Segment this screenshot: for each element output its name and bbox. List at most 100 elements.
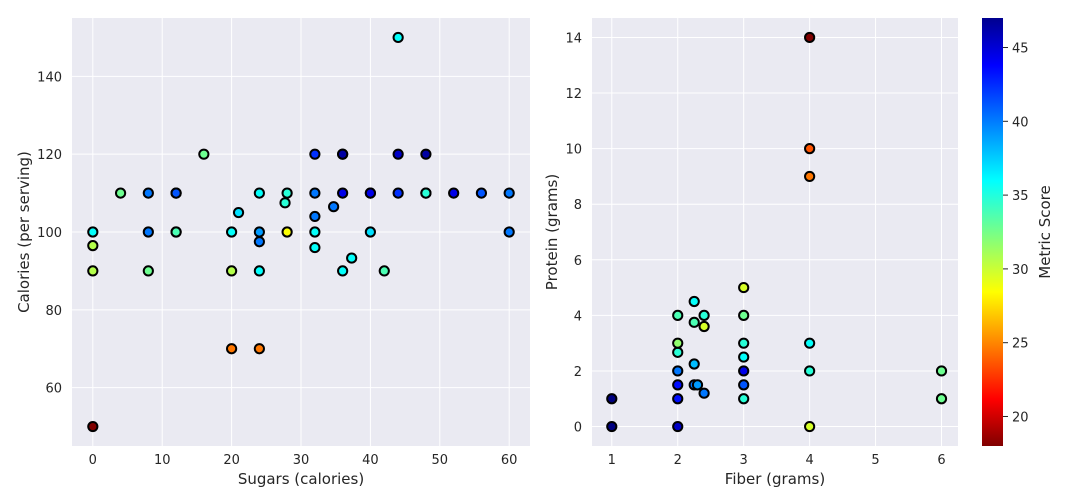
x-tick-labels: 1 2 3 4 5 6 <box>608 453 946 468</box>
y-tick-label: 60 <box>45 382 62 397</box>
colorbar-gradient <box>982 18 1003 446</box>
x-tick-label: 5 <box>871 453 879 468</box>
data-point <box>691 379 704 391</box>
data-point <box>87 240 99 252</box>
data-point <box>503 226 515 238</box>
data-point <box>688 316 700 328</box>
data-point <box>198 148 210 160</box>
data-point <box>804 31 816 44</box>
data-point <box>309 241 321 254</box>
data-point <box>309 187 321 199</box>
data-point <box>804 337 816 349</box>
data-point <box>232 206 245 219</box>
data-point <box>804 143 816 155</box>
data-point <box>804 420 816 433</box>
y-tick-label: 14 <box>565 31 582 46</box>
data-point <box>87 226 99 238</box>
y-tick-label: 2 <box>574 365 582 380</box>
y-tick-label: 6 <box>574 254 582 269</box>
data-point <box>392 148 404 160</box>
data-point <box>142 226 154 238</box>
data-point <box>738 393 750 405</box>
data-point <box>606 393 618 405</box>
data-point <box>346 252 358 264</box>
x-tick-label: 6 <box>937 453 945 468</box>
data-point <box>281 226 293 238</box>
data-point <box>672 337 684 349</box>
x-tick-labels: 0 10 20 30 40 50 60 <box>89 453 518 468</box>
scatter-points <box>87 31 515 433</box>
data-point <box>281 187 293 199</box>
data-point <box>87 265 99 277</box>
data-point <box>114 187 127 199</box>
y-tick-label: 0 <box>574 421 582 436</box>
colorbar-tick-label: 30 <box>1012 263 1029 278</box>
data-point <box>688 295 700 308</box>
x-tick-label: 0 <box>89 453 97 468</box>
data-point <box>738 337 750 349</box>
data-point <box>337 265 349 277</box>
colorbar-tick-label: 20 <box>1012 410 1029 425</box>
data-point <box>935 365 948 377</box>
data-point <box>475 187 488 199</box>
data-point <box>337 187 349 199</box>
y-tick-labels: 60 80 100 120 140 <box>37 70 62 396</box>
data-point <box>226 343 238 355</box>
y-axis-label: Calories (per serving) <box>15 151 33 313</box>
x-tick-label: 1 <box>608 453 616 468</box>
data-point <box>448 187 460 199</box>
data-point <box>738 379 750 391</box>
data-point <box>364 226 376 238</box>
data-point <box>698 320 710 333</box>
data-point <box>226 226 238 238</box>
sugars-calories-panel: 0 10 20 30 40 50 60 60 80 100 120 140 Sugars (calo… <box>15 18 530 488</box>
data-point <box>87 420 99 433</box>
x-axis-label: Sugars (calories) <box>238 470 364 488</box>
data-point <box>337 148 349 160</box>
x-tick-label: 50 <box>432 453 449 468</box>
data-point <box>170 226 182 238</box>
data-point <box>226 265 238 277</box>
data-point <box>738 281 750 294</box>
data-point <box>253 236 265 248</box>
x-tick-label: 30 <box>293 453 310 468</box>
data-point <box>688 358 700 370</box>
colorbar-ticks: 20 25 30 35 40 45 <box>1003 42 1029 425</box>
y-tick-label: 120 <box>37 148 62 163</box>
data-point <box>392 187 404 199</box>
y-tick-labels: 0 2 4 6 8 10 12 14 <box>565 31 582 435</box>
data-point <box>309 210 321 223</box>
x-tick-label: 3 <box>740 453 748 468</box>
data-point <box>364 187 376 199</box>
data-point <box>698 387 710 399</box>
data-point <box>328 201 340 213</box>
data-point <box>503 187 515 199</box>
x-tick-label: 10 <box>154 453 171 468</box>
x-tick-label: 60 <box>501 453 518 468</box>
data-point <box>672 365 684 377</box>
data-point <box>935 393 948 405</box>
y-tick-label: 8 <box>574 198 582 213</box>
colorbar-tick-label: 45 <box>1012 42 1029 57</box>
x-tick-label: 4 <box>805 453 813 468</box>
data-point <box>606 420 618 433</box>
data-point <box>804 170 816 183</box>
colorbar-tick-label: 35 <box>1012 189 1029 204</box>
y-tick-label: 80 <box>45 304 62 319</box>
data-point <box>253 343 265 355</box>
data-point <box>420 187 432 199</box>
x-tick-label: 20 <box>223 453 240 468</box>
data-point <box>253 226 265 238</box>
y-tick-label: 10 <box>565 143 582 158</box>
data-point <box>142 265 154 277</box>
y-tick-label: 4 <box>574 309 582 324</box>
colorbar-tick-label: 25 <box>1012 337 1029 352</box>
plot-area <box>592 18 958 446</box>
data-point <box>253 265 265 277</box>
data-point <box>698 309 710 321</box>
y-axis-label: Protein (grams) <box>543 174 561 290</box>
data-point <box>392 31 404 44</box>
colorbar: 20 25 30 35 40 45 Metric Score <box>982 18 1054 446</box>
